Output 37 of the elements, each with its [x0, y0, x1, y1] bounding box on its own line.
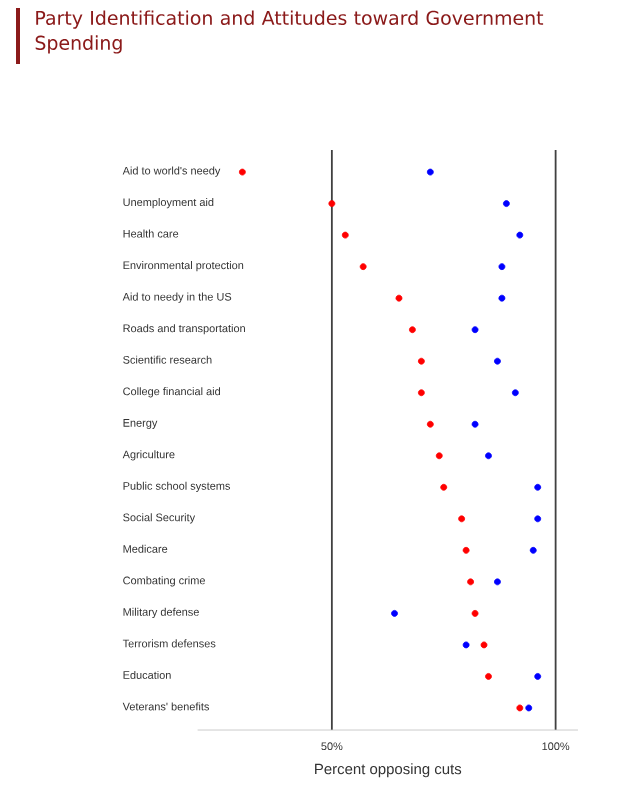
point: [417, 389, 425, 397]
point: [395, 294, 403, 302]
point: [462, 641, 470, 649]
point: [471, 326, 479, 334]
point: [471, 420, 479, 428]
point: [525, 704, 533, 712]
point: [498, 294, 506, 302]
point: [534, 483, 542, 491]
point: [516, 231, 524, 239]
point: [341, 231, 349, 239]
point: [426, 168, 434, 176]
point: [485, 673, 492, 680]
point: [435, 452, 443, 460]
chart-title: Party Identification and Attitudes toward Government Spending: [35, 10, 544, 54]
point: [467, 578, 474, 586]
point: [534, 673, 542, 680]
point: [426, 420, 434, 428]
point: [516, 704, 524, 712]
point: [534, 515, 542, 523]
point: [238, 168, 246, 176]
point: [502, 200, 510, 207]
point: [498, 263, 506, 271]
point: [494, 578, 501, 586]
point: [417, 357, 425, 365]
point: [494, 357, 501, 365]
point: [485, 452, 492, 460]
point: [462, 546, 470, 554]
point: [480, 641, 488, 649]
point: [511, 389, 519, 397]
point: [328, 200, 336, 207]
point: [471, 609, 479, 617]
point: [391, 609, 398, 617]
point: [440, 483, 448, 491]
point: [409, 326, 416, 334]
point: [458, 515, 466, 523]
point: [359, 263, 367, 271]
point: [529, 546, 537, 554]
